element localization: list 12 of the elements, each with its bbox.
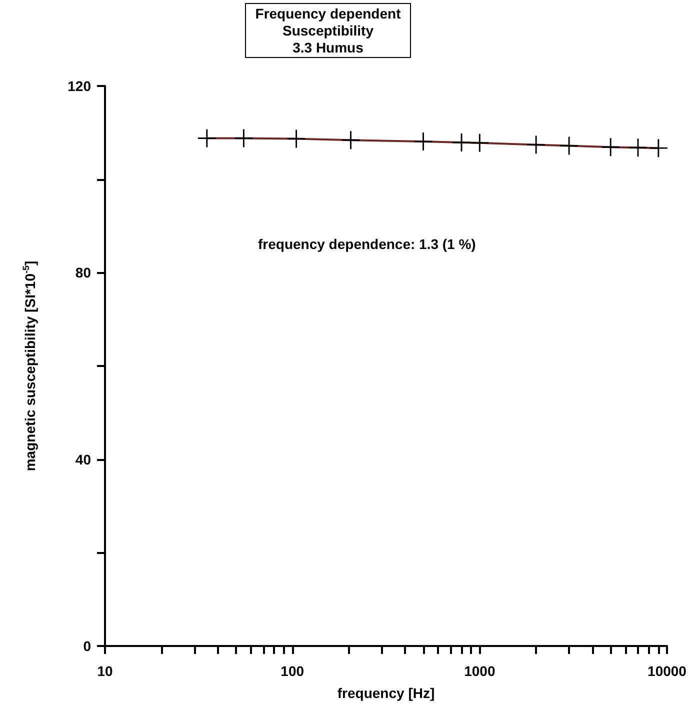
annotation: frequency dependence: 1.3 (1 %) xyxy=(258,236,476,252)
x-tick-label: 10000 xyxy=(648,663,687,679)
x-axis-title: frequency [Hz] xyxy=(337,685,435,701)
y-tick-label: 40 xyxy=(75,451,92,468)
x-tick-label: 1000 xyxy=(464,663,496,679)
y-axis-title: magnetic susceptibility [SI*10-5] xyxy=(21,260,38,472)
y-tick-label: 0 xyxy=(83,638,92,654)
y-tick-label: 80 xyxy=(75,264,92,281)
x-tick-label: 100 xyxy=(280,663,304,679)
x-tick-label: 10 xyxy=(97,663,113,679)
chart-title: Frequency dependent Susceptibility 3.3 Humus xyxy=(255,6,402,56)
y-tick-label: 120 xyxy=(68,78,92,94)
